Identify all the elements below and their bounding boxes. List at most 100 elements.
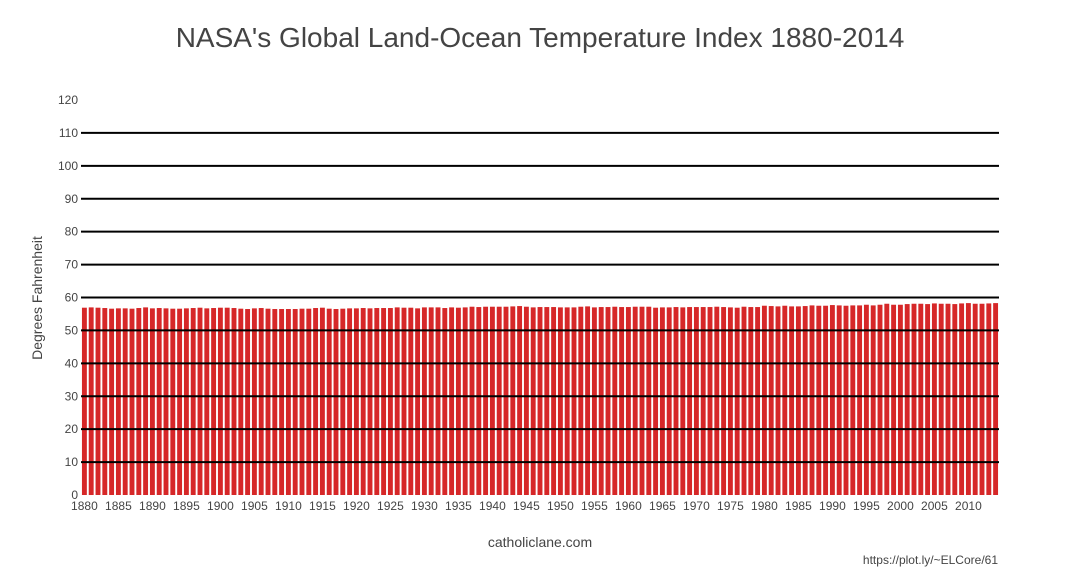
bar-1945[interactable] [523, 306, 529, 495]
bar-1978[interactable] [748, 307, 754, 495]
bar-1949[interactable] [551, 307, 557, 495]
bar-1912[interactable] [299, 308, 305, 495]
bar-1940[interactable] [489, 306, 495, 495]
bar-2009[interactable] [959, 303, 965, 495]
bar-1884[interactable] [109, 308, 115, 495]
bar-1969[interactable] [687, 307, 693, 495]
bar-1881[interactable] [88, 307, 94, 496]
bar-1970[interactable] [693, 307, 699, 495]
bar-1955[interactable] [591, 307, 597, 496]
bar-1960[interactable] [625, 307, 631, 495]
bar-1903[interactable] [238, 308, 244, 495]
bar-1942[interactable] [503, 306, 509, 495]
bar-1934[interactable] [449, 307, 455, 496]
bar-1896[interactable] [190, 308, 196, 495]
bar-1994[interactable] [857, 305, 863, 495]
bar-1911[interactable] [292, 309, 298, 495]
bar-1914[interactable] [313, 308, 319, 495]
bar-1988[interactable] [816, 305, 822, 495]
bar-1888[interactable] [136, 308, 142, 495]
bar-2013[interactable] [986, 303, 992, 495]
bar-1917[interactable] [333, 309, 339, 495]
bar-1895[interactable] [183, 308, 189, 495]
plotly-link[interactable]: https://plot.ly/~ELCore/61 [862, 553, 998, 567]
bar-1962[interactable] [639, 306, 645, 495]
bar-1990[interactable] [829, 305, 835, 495]
bar-1947[interactable] [537, 307, 543, 495]
bar-1963[interactable] [646, 306, 652, 495]
bar-1882[interactable] [95, 307, 101, 495]
bar-1928[interactable] [408, 307, 414, 495]
bar-1946[interactable] [530, 307, 536, 496]
bar-1900[interactable] [217, 307, 223, 495]
bar-1915[interactable] [319, 307, 325, 495]
bar-2011[interactable] [972, 303, 978, 495]
bar-2006[interactable] [938, 303, 944, 495]
bar-1993[interactable] [850, 305, 856, 495]
bar-1932[interactable] [435, 307, 441, 496]
bar-1899[interactable] [211, 308, 217, 495]
bar-1918[interactable] [340, 308, 346, 495]
bar-1977[interactable] [741, 306, 747, 495]
bar-1897[interactable] [197, 307, 203, 495]
bar-1925[interactable] [387, 308, 393, 495]
bar-1892[interactable] [163, 308, 169, 495]
bar-1880[interactable] [81, 307, 87, 495]
bar-1933[interactable] [442, 308, 448, 495]
bar-1983[interactable] [782, 305, 788, 495]
bar-1893[interactable] [170, 308, 176, 495]
bar-1980[interactable] [761, 305, 767, 495]
bar-1889[interactable] [143, 307, 149, 496]
bar-1996[interactable] [870, 305, 876, 495]
bar-1909[interactable] [279, 309, 285, 495]
bar-1931[interactable] [428, 307, 434, 496]
bar-1986[interactable] [802, 306, 808, 495]
bar-1995[interactable] [863, 304, 869, 495]
bar-1894[interactable] [177, 308, 183, 495]
bar-1985[interactable] [795, 306, 801, 495]
bar-1938[interactable] [476, 307, 482, 495]
bar-1974[interactable] [721, 307, 727, 495]
bar-1966[interactable] [666, 307, 672, 496]
bar-1999[interactable] [891, 304, 897, 495]
bar-1923[interactable] [374, 308, 380, 495]
bar-1898[interactable] [204, 308, 210, 495]
bar-1957[interactable] [605, 307, 611, 495]
bar-1987[interactable] [809, 305, 815, 495]
bar-2005[interactable] [931, 303, 937, 495]
bar-1920[interactable] [353, 308, 359, 495]
bar-1998[interactable] [884, 303, 890, 495]
bar-1908[interactable] [272, 309, 278, 495]
bar-1979[interactable] [755, 307, 761, 495]
bar-1971[interactable] [700, 307, 706, 495]
bar-2003[interactable] [918, 303, 924, 495]
bar-1967[interactable] [673, 307, 679, 495]
bar-1941[interactable] [496, 306, 502, 495]
bar-1919[interactable] [347, 308, 353, 495]
bar-1943[interactable] [510, 306, 516, 495]
bar-1905[interactable] [251, 308, 257, 495]
bar-1954[interactable] [585, 306, 591, 495]
bar-1883[interactable] [102, 308, 108, 495]
bar-1991[interactable] [836, 305, 842, 495]
bar-1976[interactable] [734, 307, 740, 495]
bar-1921[interactable] [360, 308, 366, 495]
bar-1992[interactable] [843, 305, 849, 495]
bar-1961[interactable] [632, 306, 638, 495]
bar-2004[interactable] [925, 304, 931, 495]
bar-1981[interactable] [768, 306, 774, 495]
bar-1975[interactable] [727, 307, 733, 496]
bar-2010[interactable] [965, 303, 971, 495]
bar-1972[interactable] [707, 307, 713, 495]
bar-1904[interactable] [245, 309, 251, 495]
bar-1924[interactable] [381, 308, 387, 495]
bar-1953[interactable] [578, 306, 584, 495]
bar-1982[interactable] [775, 306, 781, 495]
bar-1950[interactable] [557, 307, 563, 496]
bar-1952[interactable] [571, 307, 577, 496]
bar-1901[interactable] [224, 307, 230, 495]
bar-1948[interactable] [544, 307, 550, 495]
bar-1936[interactable] [462, 307, 468, 496]
bar-1902[interactable] [231, 308, 237, 495]
bar-2001[interactable] [904, 304, 910, 495]
